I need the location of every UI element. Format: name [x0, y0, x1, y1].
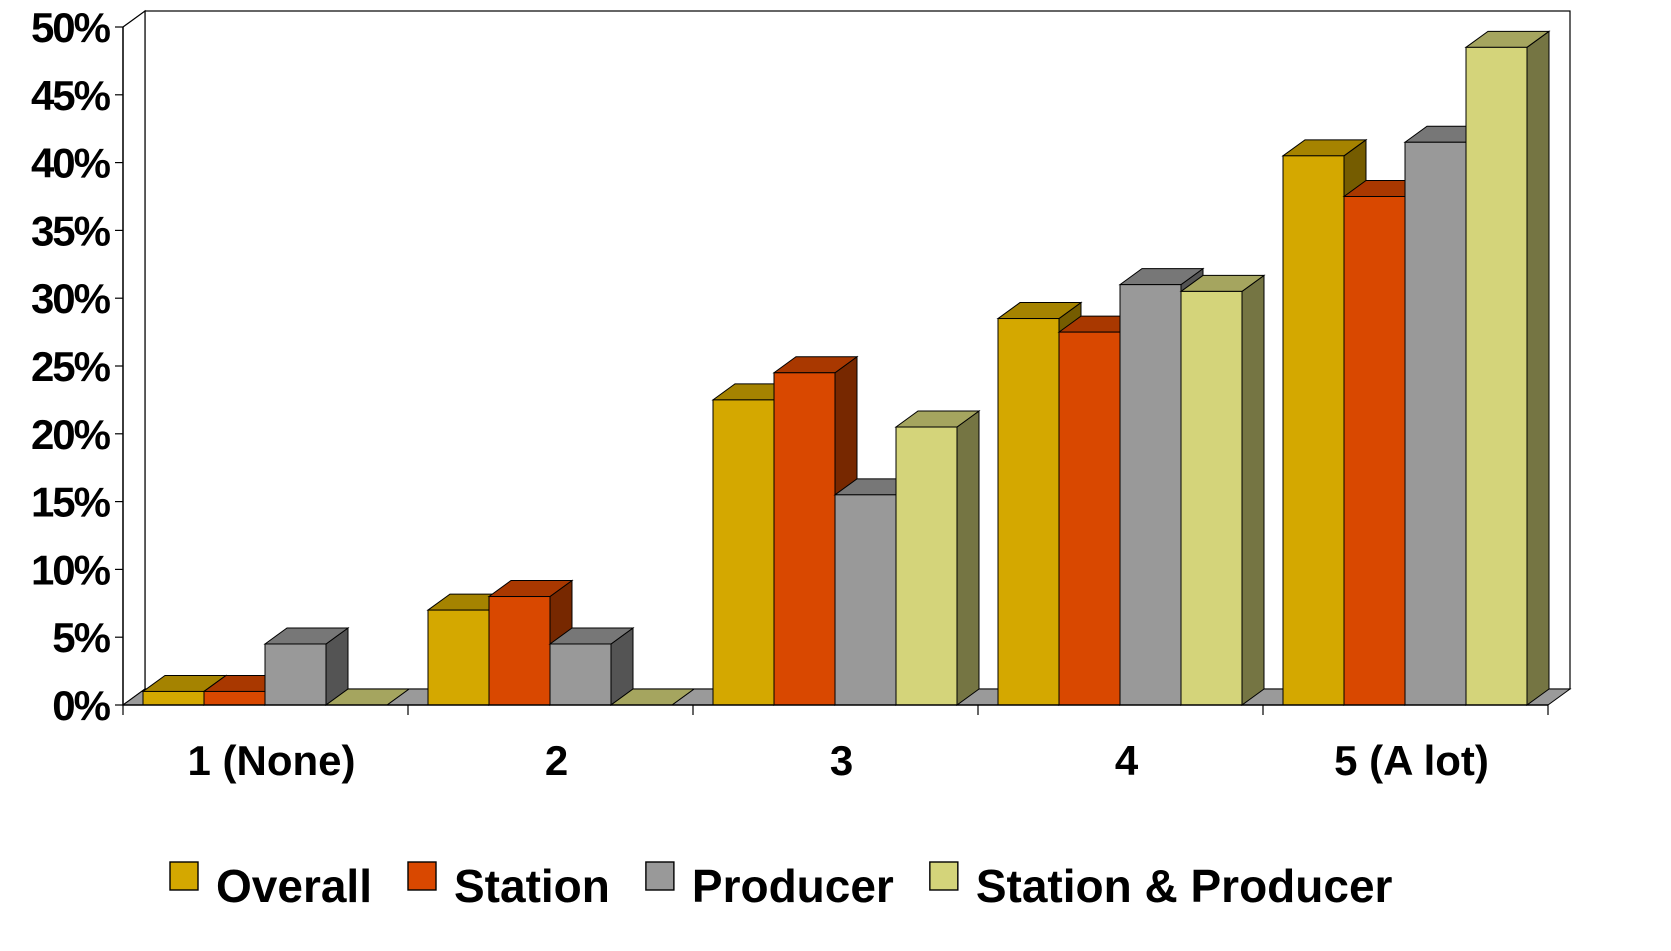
x-tick-label: 5 (A lot): [1334, 737, 1489, 784]
legend-swatch: [169, 861, 199, 891]
bar-front-face: [1343, 196, 1406, 706]
y-tick-label: 20%: [31, 411, 111, 458]
legend-item: Station: [407, 860, 610, 912]
y-tick-label: 35%: [31, 207, 111, 254]
bar: [263, 626, 350, 706]
bar-front-face: [427, 609, 490, 706]
bar-front-face: [1404, 141, 1467, 706]
legend-swatch: [645, 861, 675, 891]
side-wall: [122, 9, 146, 707]
y-tick-label: 10%: [31, 546, 111, 593]
legend: Overall Station Producer Station & Producer: [169, 860, 1393, 912]
legend-item: Overall: [169, 860, 372, 912]
y-tick-label: 25%: [31, 343, 111, 390]
bar-front-face: [1180, 290, 1243, 706]
bar: [1464, 30, 1551, 706]
legend-label: Station & Producer: [976, 860, 1393, 912]
bar-front-face: [712, 399, 775, 706]
bar-front-face: [997, 318, 1060, 706]
bar-side-face: [956, 410, 980, 706]
bar-front-face: [142, 690, 205, 706]
legend-label: Overall: [216, 860, 372, 912]
legend-item: Station & Producer: [929, 860, 1393, 912]
x-tick-label: 4: [1115, 737, 1139, 784]
legend-item: Producer: [645, 860, 894, 912]
y-tick-label: 0%: [52, 682, 110, 729]
legend-swatch: [929, 861, 959, 891]
bar-front-face: [1119, 284, 1182, 706]
legend-label: Station: [454, 860, 610, 912]
bar: [894, 410, 981, 706]
x-tick-label: 2: [545, 737, 568, 784]
y-tick-label: 45%: [31, 72, 111, 119]
bar-front-face: [203, 690, 266, 706]
legend-swatch: [407, 861, 437, 891]
y-tick-label: 50%: [31, 4, 111, 51]
bar-front-face: [488, 596, 551, 706]
bar-front-face: [1282, 155, 1345, 706]
x-axis: 1 (None) 2 3 4 5 (A lot): [122, 704, 1549, 784]
y-axis: 0% 5% 10% 15% 20% 25% 30% 35% 40% 45% 50%: [31, 4, 124, 729]
bar-side-face: [1241, 274, 1265, 706]
y-tick-label: 40%: [31, 140, 111, 187]
bar-front-face: [773, 372, 836, 706]
bar-front-face: [834, 494, 897, 706]
bar-front-face: [549, 643, 612, 706]
bar-front-face: [264, 643, 327, 706]
x-tick-label: 1 (None): [188, 737, 356, 784]
y-tick-label: 15%: [31, 479, 111, 526]
bar-front-face: [895, 426, 958, 706]
x-tick-label: 3: [830, 737, 853, 784]
bar-front-face: [1058, 331, 1121, 706]
bar-side-face: [1526, 30, 1550, 706]
bars: [141, 30, 1551, 706]
bar: [548, 626, 635, 706]
legend-label: Producer: [692, 860, 894, 912]
bar-front-face: [1465, 46, 1528, 706]
y-tick-label: 30%: [31, 275, 111, 322]
bar: [1179, 274, 1266, 706]
y-tick-label: 5%: [52, 614, 110, 661]
